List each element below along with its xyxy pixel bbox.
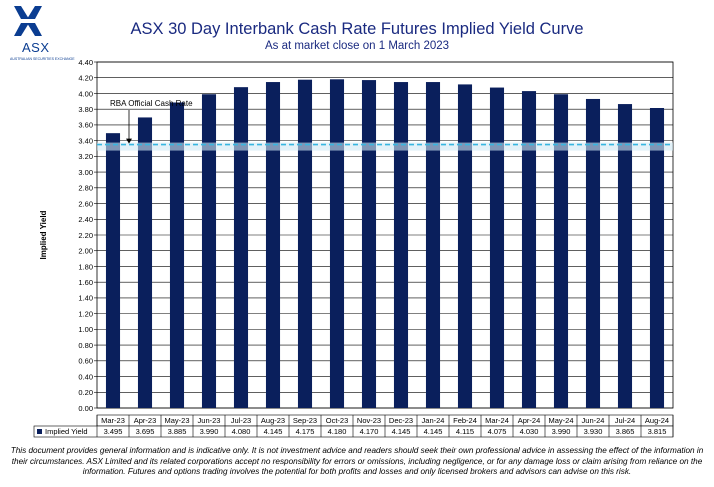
value-label: 4.030: [520, 427, 539, 436]
chart-subtitle: As at market close on 1 March 2023: [264, 40, 450, 52]
bar: [457, 84, 473, 408]
y-tick-label: 2.00: [78, 247, 93, 256]
disclaimer-text: This document provides general informati…: [10, 446, 704, 476]
x-category-label: Jul-24: [615, 416, 635, 425]
x-category-label: Dec-23: [389, 416, 413, 425]
y-tick-label: 4.40: [78, 58, 93, 67]
y-tick-label: 3.60: [78, 121, 93, 130]
x-category-label: Jun-24: [582, 416, 605, 425]
y-tick-label: 1.60: [78, 278, 93, 287]
bar: [521, 91, 537, 408]
asx-logo: ASX AUSTRALIAN SECURITIES EXCHANGE: [8, 4, 75, 64]
value-label: 4.175: [296, 427, 315, 436]
bar: [169, 102, 185, 408]
bar: [329, 79, 345, 409]
y-tick-label: 1.00: [78, 325, 93, 334]
x-category-label: Aug-23: [261, 416, 285, 425]
bar: [393, 82, 409, 408]
y-tick-label: 1.80: [78, 262, 93, 271]
y-tick-label: 0.00: [78, 404, 93, 413]
legend-label: Implied Yield: [45, 427, 88, 436]
bar: [265, 82, 281, 408]
y-tick-label: 3.40: [78, 136, 93, 145]
logo-wordmark: ASX: [22, 40, 50, 55]
y-tick-label: 3.00: [78, 168, 93, 177]
value-label: 3.495: [104, 427, 123, 436]
value-label: 3.885: [168, 427, 187, 436]
asx-x-logo-icon: [14, 6, 42, 36]
y-tick-label: 3.20: [78, 152, 93, 161]
x-category-label: Oct-23: [326, 416, 349, 425]
x-category-label: Mar-23: [101, 416, 125, 425]
y-tick-label: 0.80: [78, 341, 93, 350]
x-category-label: May-24: [548, 416, 573, 425]
value-label: 3.695: [136, 427, 155, 436]
x-category-label: Jun-23: [198, 416, 221, 425]
bar: [649, 108, 665, 409]
x-category-label: Sep-23: [293, 416, 317, 425]
value-label: 4.145: [424, 427, 443, 436]
y-tick-label: 0.20: [78, 388, 93, 397]
y-tick-label: 2.80: [78, 184, 93, 193]
yield-curve-chart: 0.00 0.20 0.40 0.60 0.80 1.00 1.20 1.40 1.60 1.80…: [33, 58, 674, 438]
value-label: 4.180: [328, 427, 347, 436]
bar: [553, 94, 569, 408]
value-label: 3.815: [648, 427, 667, 436]
x-category-label: Mar-24: [485, 416, 509, 425]
bar: [201, 94, 217, 408]
reference-band: [97, 142, 673, 151]
value-label: 3.990: [200, 427, 219, 436]
bar: [489, 87, 505, 408]
bar: [585, 98, 601, 408]
x-category-label: Apr-24: [518, 416, 541, 425]
value-label: 3.990: [552, 427, 571, 436]
x-category-label: Aug-24: [645, 416, 669, 425]
y-tick-label: 1.20: [78, 309, 93, 318]
bar: [297, 79, 313, 409]
y-tick-label: 3.80: [78, 105, 93, 114]
value-label: 4.075: [488, 427, 507, 436]
chart-title: ASX 30 Day Interbank Cash Rate Futures I…: [130, 20, 584, 38]
x-category-label: Apr-23: [134, 416, 157, 425]
annotation-arrow-head: [126, 138, 132, 144]
bar: [137, 117, 153, 409]
y-tick-label: 2.40: [78, 215, 93, 224]
value-label: 4.145: [392, 427, 411, 436]
y-tick-label: 4.20: [78, 74, 93, 83]
value-label: 4.170: [360, 427, 379, 436]
y-tick-label: 1.40: [78, 294, 93, 303]
y-tick-label: 2.20: [78, 231, 93, 240]
x-category-label: Jan-24: [422, 416, 445, 425]
x-category-label: May-23: [164, 416, 189, 425]
y-tick-label: 0.60: [78, 357, 93, 366]
value-label: 4.080: [232, 427, 251, 436]
reference-annotation: RBA Official Cash Rate: [110, 99, 193, 108]
bar: [233, 87, 249, 408]
bar: [617, 104, 633, 408]
legend-swatch: [37, 429, 42, 434]
value-label: 3.930: [584, 427, 603, 436]
value-label: 4.145: [264, 427, 283, 436]
bar: [361, 80, 377, 408]
bar: [425, 82, 441, 408]
value-label: 3.865: [616, 427, 635, 436]
x-category-label: Nov-23: [357, 416, 381, 425]
y-tick-label: 4.00: [78, 89, 93, 98]
value-label: 4.115: [456, 427, 474, 436]
bar: [105, 133, 121, 409]
y-axis-label: Implied Yield: [39, 210, 48, 259]
y-tick-label: 2.60: [78, 199, 93, 208]
y-tick-label: 0.40: [78, 372, 93, 381]
x-category-label: Jul-23: [231, 416, 251, 425]
x-category-label: Feb-24: [453, 416, 477, 425]
logo-tagline: AUSTRALIAN SECURITIES EXCHANGE: [10, 57, 75, 61]
